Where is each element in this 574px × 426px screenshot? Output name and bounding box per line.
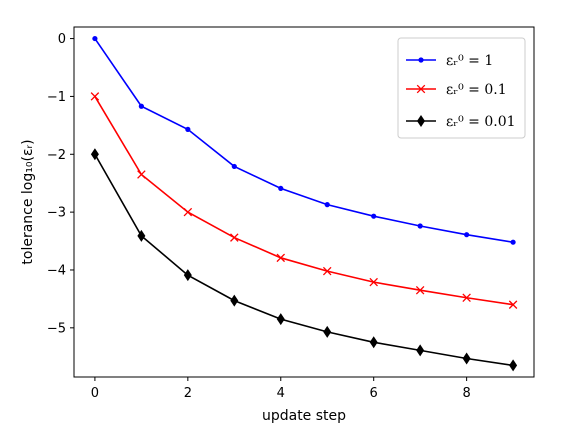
series-1 bbox=[92, 35, 516, 245]
data-point bbox=[230, 294, 239, 307]
y-tick-label: −1 bbox=[47, 90, 66, 105]
y-tick-label: −4 bbox=[47, 263, 66, 278]
x-axis: 0 2 4 6 8 bbox=[91, 377, 471, 401]
series-line bbox=[94, 38, 514, 243]
data-point bbox=[324, 202, 330, 208]
data-point bbox=[417, 223, 423, 229]
x-tick-label: 4 bbox=[277, 386, 285, 401]
data-point bbox=[90, 92, 100, 101]
data-point bbox=[278, 185, 284, 192]
legend-marker bbox=[416, 84, 426, 94]
y-tick-label: −5 bbox=[47, 321, 66, 336]
series-line bbox=[94, 153, 514, 367]
data-point bbox=[508, 300, 518, 309]
data-point bbox=[90, 148, 99, 161]
series-2 bbox=[90, 92, 518, 309]
data-point bbox=[415, 285, 425, 295]
y-axis: 0 −1 −2 −3 −4 −5 bbox=[47, 32, 74, 336]
data-point bbox=[462, 352, 471, 365]
y-tick-label: −2 bbox=[47, 148, 66, 163]
y-tick-label: 0 bbox=[58, 32, 66, 47]
legend-label: εᵣ⁰ = 1 bbox=[446, 53, 493, 69]
x-axis-label: update step bbox=[262, 408, 346, 424]
data-point bbox=[138, 103, 144, 109]
legend-label: εᵣ⁰ = 0.1 bbox=[446, 82, 507, 98]
legend-marker bbox=[418, 57, 424, 63]
data-point bbox=[137, 229, 146, 242]
series-3 bbox=[90, 148, 518, 372]
y-tick-label: −3 bbox=[47, 206, 66, 221]
legend-entry-1: εᵣ⁰ = 1 bbox=[406, 53, 493, 69]
series-line bbox=[94, 96, 514, 306]
data-point bbox=[462, 293, 471, 303]
data-point bbox=[276, 253, 286, 263]
series-layer bbox=[90, 35, 518, 372]
data-point bbox=[185, 126, 191, 132]
y-axis-label: tolerance log₁₀(εᵣ) bbox=[20, 139, 36, 264]
plot-frame bbox=[73, 26, 535, 378]
legend-marker bbox=[417, 115, 425, 127]
data-point bbox=[183, 207, 193, 217]
data-point bbox=[371, 213, 377, 219]
data-point bbox=[92, 35, 98, 42]
data-point bbox=[231, 163, 237, 170]
data-point bbox=[510, 239, 516, 245]
data-point bbox=[369, 277, 378, 287]
x-tick-label: 2 bbox=[184, 386, 192, 401]
x-tick-label: 6 bbox=[370, 386, 378, 401]
data-point bbox=[230, 233, 239, 242]
data-point bbox=[323, 325, 332, 338]
x-tick-label: 8 bbox=[462, 386, 470, 401]
data-point bbox=[509, 359, 518, 372]
legend-entry-2: εᵣ⁰ = 0.1 bbox=[406, 82, 507, 98]
legend-label: εᵣ⁰ = 0.01 bbox=[446, 114, 516, 130]
data-point bbox=[369, 336, 378, 349]
legend-box bbox=[397, 37, 526, 139]
legend: εᵣ⁰ = 1 εᵣ⁰ = 0.1 εᵣ⁰ = 0.01 bbox=[397, 37, 526, 139]
data-point bbox=[276, 313, 285, 326]
data-point bbox=[416, 344, 425, 357]
data-point bbox=[137, 170, 146, 179]
legend-entry-3: εᵣ⁰ = 0.01 bbox=[406, 114, 516, 130]
x-tick-label: 0 bbox=[91, 386, 99, 401]
data-point bbox=[464, 232, 470, 238]
data-point bbox=[322, 266, 332, 276]
data-point bbox=[183, 269, 192, 282]
